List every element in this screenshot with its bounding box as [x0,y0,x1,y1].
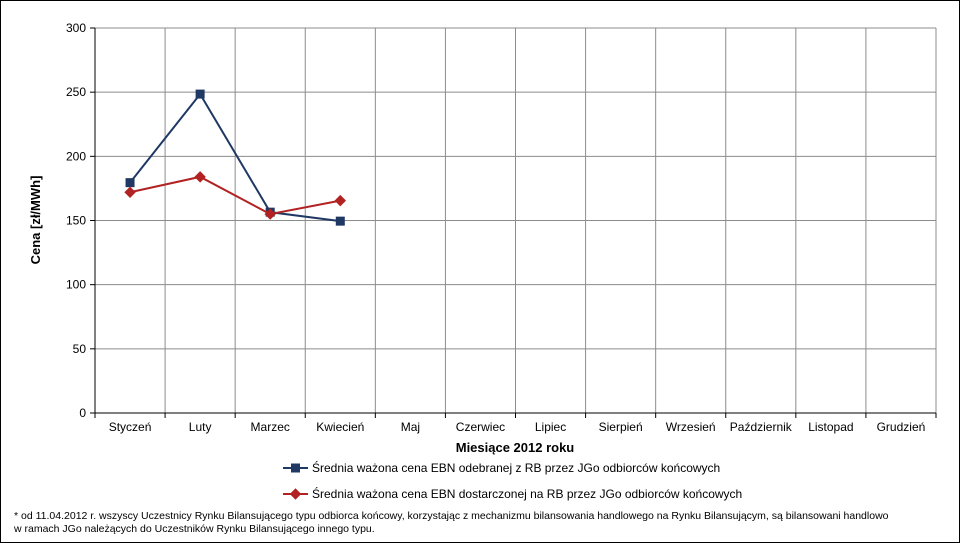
y-tick-label: 300 [66,21,86,35]
data-point [195,89,205,99]
y-tick-label: 250 [66,85,86,99]
series-2 [124,171,346,220]
footnote-line-2: w ramach JGo należących do Uczestników R… [14,523,375,535]
x-tick-label: Luty [189,420,212,434]
legend-entry-2: Średnia ważona cena EBN dostarczonej na … [283,486,742,501]
axes [90,27,937,418]
footnote-line-1: * od 11.04.2012 r. wszyscy Uczestnicy Ry… [14,510,889,522]
data-point [335,216,345,226]
y-tick-label: 50 [73,342,87,356]
series-line [129,175,341,216]
x-tick-label: Czerwiec [456,420,505,434]
legend-label: Średnia ważona cena EBN dostarczonej na … [312,486,742,501]
x-tick-label: Maj [401,420,420,434]
line-chart: 0 50 100 150 200 250 300 Styczeń Luty Marzec Kwie… [28,21,937,501]
x-tick-label: Październik [730,420,793,434]
data-point [264,208,276,220]
x-tick-label: Wrzesień [666,420,716,434]
x-tick-label: Sierpień [599,420,643,434]
x-tick-label: Grudzień [877,420,926,434]
data-point [125,178,135,188]
y-tick-label: 0 [79,406,86,420]
data-point [194,171,206,183]
gridlines [95,27,937,413]
series-layer [124,89,346,226]
data-point [124,186,136,198]
y-tick-label: 100 [66,278,86,292]
y-tick-label: 150 [66,214,86,228]
legend-label: Średnia ważona cena EBN odebranej z RB p… [312,460,720,475]
x-tick-label: Listopad [808,420,853,434]
legend-entry-1: Średnia ważona cena EBN odebranej z RB p… [283,460,720,475]
y-tick-labels: 0 50 100 150 200 250 300 [66,21,86,420]
y-axis-title: Cena [zł/MWh] [28,176,43,265]
x-tick-labels: Styczeń Luty Marzec Kwiecień Maj Czerwiec Lipi… [109,420,926,434]
series-line [129,92,341,223]
x-axis-title: Miesiące 2012 roku [456,440,575,455]
x-tick-label: Styczeń [109,420,152,434]
legend: Średnia ważona cena EBN odebranej z RB p… [283,460,742,501]
footnote: * od 11.04.2012 r. wszyscy Uczestnicy Ry… [14,510,944,536]
legend-marker [289,488,302,500]
y-tick-label: 200 [66,149,86,163]
x-tick-label: Marzec [251,420,290,434]
x-tick-label: Lipiec [535,420,566,434]
x-tick-label: Kwiecień [316,420,364,434]
data-point [334,194,346,207]
legend-marker [291,463,300,473]
